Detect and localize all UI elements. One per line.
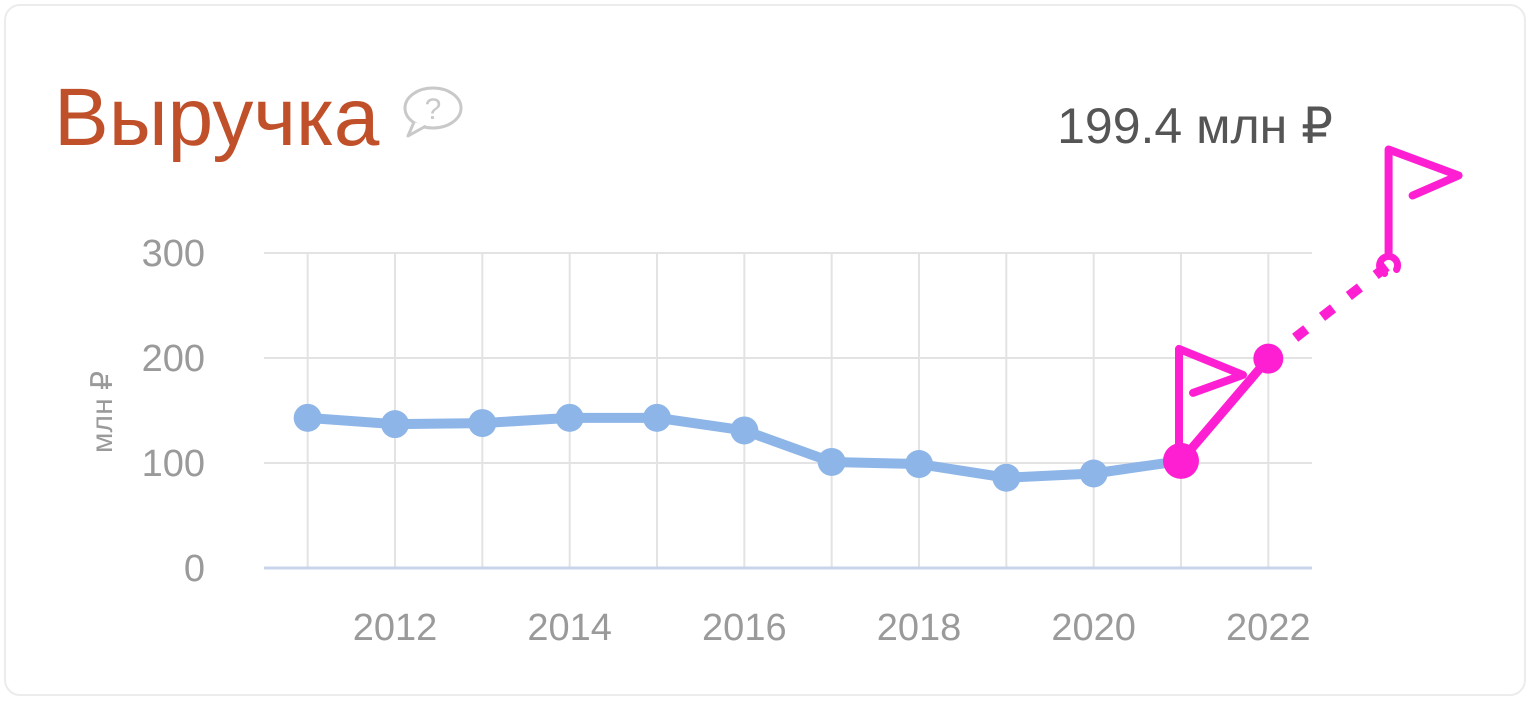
question-speech-bubble-icon[interactable]: ? — [400, 84, 466, 140]
highlight-point — [1163, 442, 1199, 479]
y-axis-label: млн ₽ — [86, 371, 119, 453]
series-point — [381, 410, 409, 439]
series-point — [817, 447, 846, 476]
flag-icon — [1175, 344, 1247, 465]
current-value: 199.4 млн ₽ — [1057, 98, 1333, 154]
x-tick-label: 2018 — [877, 607, 962, 649]
y-tick-label: 0 — [184, 548, 205, 590]
x-tick-label: 2016 — [702, 607, 787, 649]
series-point — [468, 409, 497, 438]
series-point — [293, 403, 322, 432]
series-point — [643, 403, 671, 432]
series-point — [730, 416, 759, 445]
highlight-point — [1253, 343, 1284, 374]
highlight-line — [1176, 354, 1273, 466]
series-point — [905, 450, 933, 479]
x-tick-label: 2014 — [527, 607, 612, 649]
series-point — [992, 463, 1021, 492]
series-point — [1079, 459, 1108, 488]
flag-icon — [1384, 145, 1463, 258]
y-tick-label: 100 — [142, 443, 205, 485]
y-tick-label: 200 — [142, 338, 205, 380]
widget-title: Выручка — [54, 72, 380, 163]
svg-text:?: ? — [425, 93, 442, 126]
y-tick-label: 300 — [142, 233, 205, 275]
x-tick-label: 2020 — [1051, 607, 1136, 649]
series-point — [555, 403, 584, 432]
x-tick-label: 2022 — [1226, 607, 1311, 649]
forecast-end-hook — [1376, 252, 1402, 277]
forecast-line — [1265, 259, 1394, 363]
x-tick-label: 2012 — [353, 607, 438, 649]
